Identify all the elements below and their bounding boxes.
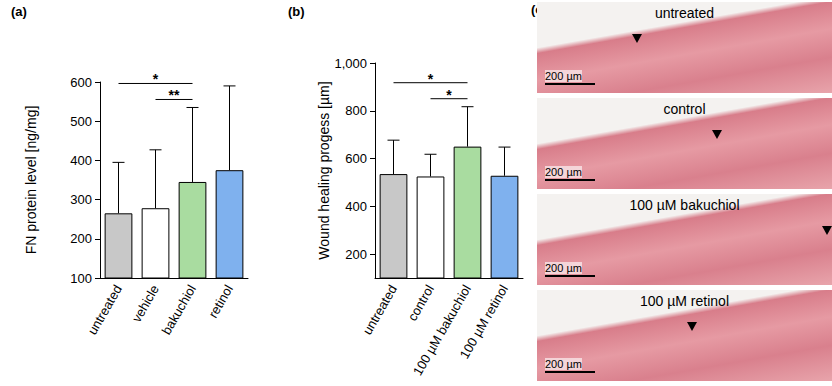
svg-text:400: 400	[345, 199, 367, 214]
svg-text:control: control	[405, 282, 438, 323]
svg-text:untreated: untreated	[85, 282, 125, 337]
svg-text:*: *	[428, 71, 434, 87]
svg-text:300: 300	[70, 192, 92, 207]
svg-text:retinol: retinol	[205, 282, 236, 320]
svg-text:200: 200	[345, 247, 367, 262]
html-text:200 µm: 200 µm	[545, 70, 582, 82]
svg-text:100 µM bakuchiol: 100 µM bakuchiol	[410, 282, 474, 378]
html-text:200 µm: 200 µm	[545, 358, 582, 370]
html-text:200 µm: 200 µm	[545, 262, 582, 274]
svg-text:600: 600	[345, 151, 367, 166]
svg-text:FN protein level [ng/mg]: FN protein level [ng/mg]	[23, 106, 39, 255]
svg-text:bakuchiol: bakuchiol	[159, 282, 199, 337]
html-text:200 µm: 200 µm	[545, 166, 582, 178]
svg-text:Wound healing progess [µm]: Wound healing progess [µm]	[316, 81, 332, 259]
svg-text:(a): (a)	[11, 4, 27, 19]
html-text:untreated: untreated	[654, 5, 715, 21]
svg-text:untreated: untreated	[360, 282, 400, 337]
svg-text:400: 400	[70, 153, 92, 168]
svg-text:(b): (b)	[288, 4, 305, 19]
html-text:(c): (c)	[531, 2, 547, 17]
svg-text:100: 100	[70, 271, 92, 286]
svg-text:200: 200	[70, 231, 92, 246]
svg-text:**: **	[169, 87, 180, 103]
html-text:100 µM retinol: 100 µM retinol	[640, 293, 729, 309]
html-text:control: control	[663, 101, 706, 117]
html-text:100 µM bakuchiol: 100 µM bakuchiol	[629, 197, 740, 213]
svg-text:vehicle: vehicle	[129, 282, 162, 325]
svg-text:600: 600	[70, 75, 92, 90]
svg-text:*: *	[446, 87, 452, 103]
svg-text:800: 800	[345, 103, 367, 118]
svg-text:500: 500	[70, 114, 92, 129]
svg-text:*: *	[153, 71, 159, 87]
svg-text:100 µM retinol: 100 µM retinol	[457, 282, 511, 361]
svg-text:1,000: 1,000	[334, 56, 367, 71]
